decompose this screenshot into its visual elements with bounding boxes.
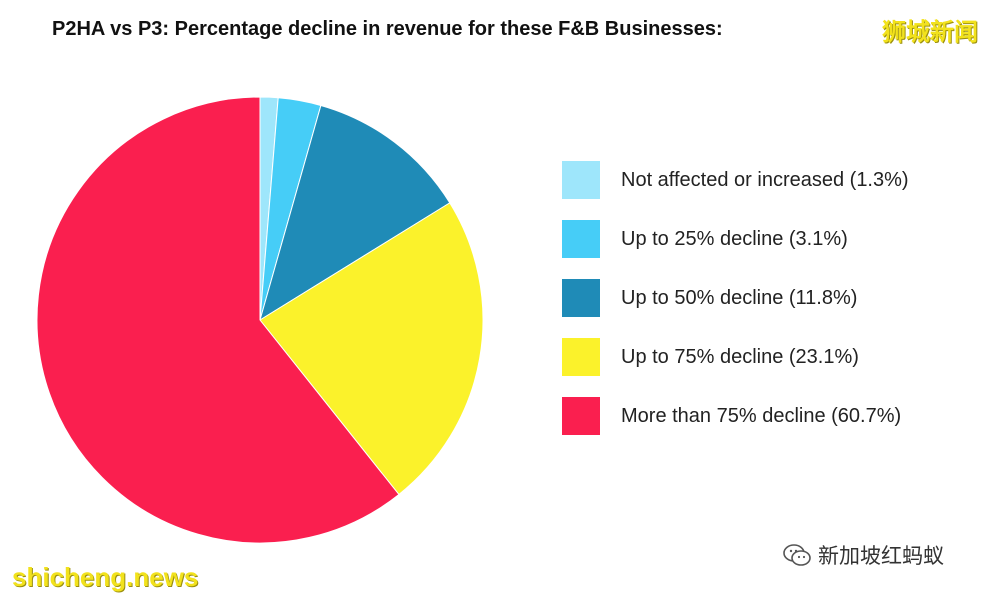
pie-slice-3 bbox=[259, 202, 484, 496]
legend-item-up-to-25: Up to 25% decline (3.1%) bbox=[562, 220, 909, 258]
legend-swatch-up-to-25 bbox=[562, 220, 600, 258]
watermark-bottom-left: shicheng.news bbox=[12, 562, 199, 592]
legend-swatch-up-to-50 bbox=[562, 279, 600, 317]
watermark-top-right: 狮城新闻 bbox=[882, 18, 978, 46]
legend-item-more-than-75: More than 75% decline (60.7%) bbox=[562, 397, 909, 435]
legend-label-up-to-75: Up to 75% decline (23.1%) bbox=[621, 345, 859, 368]
watermark-bottom-right-text: 新加坡红蚂蚁 bbox=[818, 544, 944, 568]
legend-swatch-up-to-75 bbox=[562, 338, 600, 376]
watermark-bottom-right: 新加坡红蚂蚁 bbox=[782, 540, 944, 570]
wechat-icon bbox=[783, 544, 811, 566]
chart-legend: Not affected or increased (1.3%) Up to 2… bbox=[562, 161, 909, 456]
pie-slice-4 bbox=[36, 96, 400, 544]
legend-item-up-to-75: Up to 75% decline (23.1%) bbox=[562, 338, 909, 376]
legend-item-up-to-50: Up to 50% decline (11.8%) bbox=[562, 279, 909, 317]
legend-label-up-to-50: Up to 50% decline (11.8%) bbox=[621, 286, 858, 309]
legend-swatch-more-than-75 bbox=[562, 397, 600, 435]
legend-label-more-than-75: More than 75% decline (60.7%) bbox=[621, 404, 902, 427]
chart-title: P2HA vs P3: Percentage decline in revenu… bbox=[52, 18, 723, 40]
legend-label-not-affected: Not affected or increased (1.3%) bbox=[621, 168, 909, 191]
legend-swatch-not-affected bbox=[562, 161, 600, 199]
legend-item-not-affected: Not affected or increased (1.3%) bbox=[562, 161, 909, 199]
legend-label-up-to-25: Up to 25% decline (3.1%) bbox=[621, 227, 848, 250]
pie-slice-2 bbox=[259, 104, 451, 322]
